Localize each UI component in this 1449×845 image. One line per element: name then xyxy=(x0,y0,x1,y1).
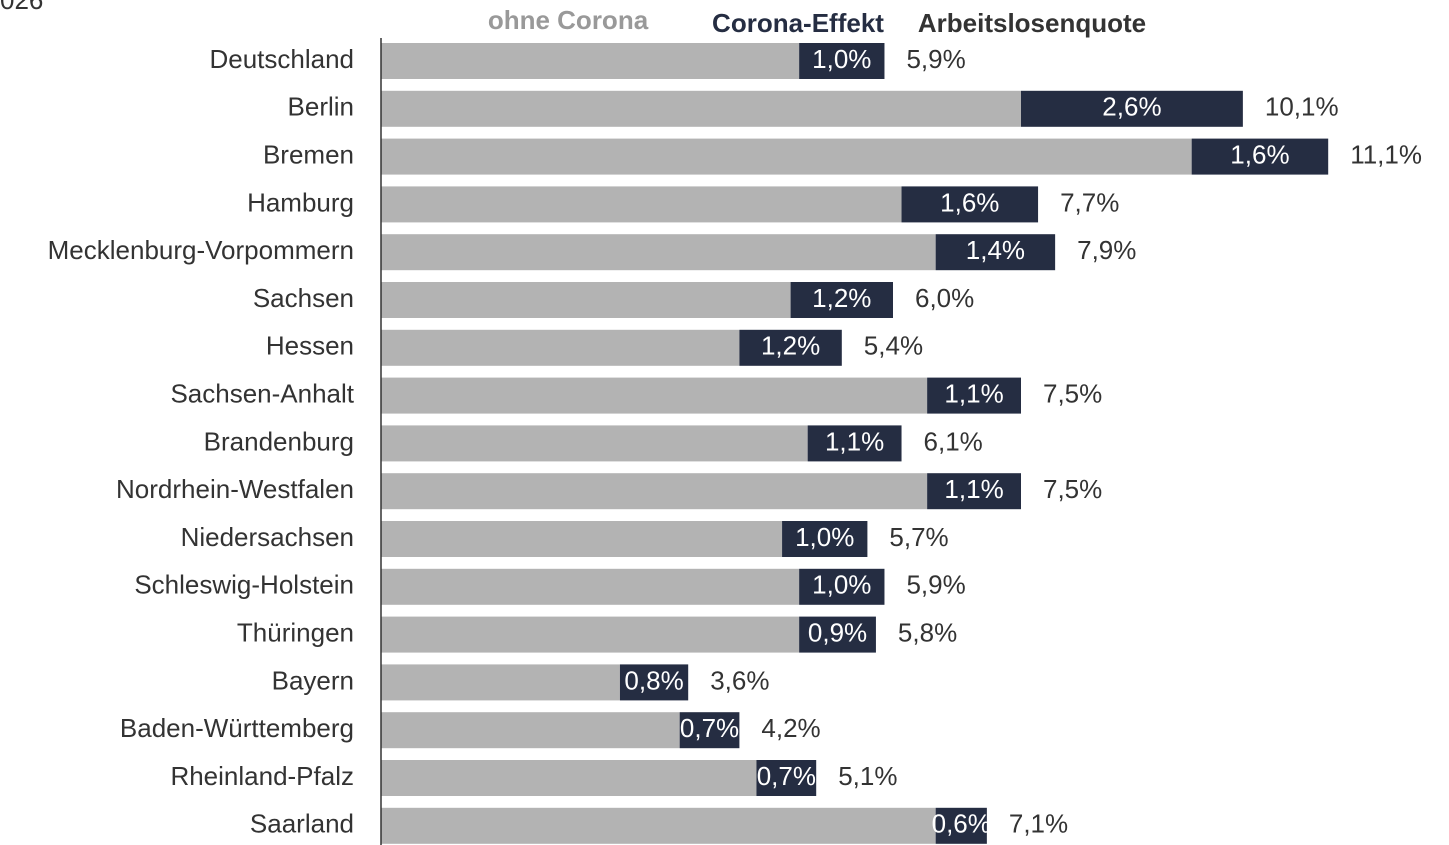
bar-value-label: 1,1% xyxy=(944,474,1003,504)
y-tick-label: Rheinland-Pfalz xyxy=(170,761,354,791)
y-tick-label: Nordrhein-Westfalen xyxy=(116,474,354,504)
bar-segment xyxy=(381,807,936,844)
bar-value-label: 2,6% xyxy=(1102,92,1161,122)
bar-segment xyxy=(799,568,885,605)
y-tick-label: Hamburg xyxy=(247,187,354,217)
bar-segment xyxy=(381,616,800,653)
total-label: 7,1% xyxy=(1009,809,1068,839)
y-tick-label: Hessen xyxy=(266,331,354,361)
bar-value-label: 0,8% xyxy=(624,665,683,695)
bar-segment xyxy=(799,616,876,653)
y-tick-label: Niedersachsen xyxy=(181,522,354,552)
total-label: 7,9% xyxy=(1077,235,1136,265)
bar-segment xyxy=(1191,138,1329,175)
total-label: 7,5% xyxy=(1043,474,1102,504)
bar-segment xyxy=(619,664,689,701)
total-label: 7,5% xyxy=(1043,378,1102,408)
bar-segment xyxy=(381,377,928,414)
bar-segment xyxy=(381,186,902,223)
bar-segment xyxy=(679,712,740,749)
bar-segment xyxy=(756,760,817,796)
bar-value-label: 1,2% xyxy=(761,331,820,361)
y-tick-label: Deutschland xyxy=(209,44,354,74)
total-label: 6,1% xyxy=(924,426,983,456)
bar-segment xyxy=(381,138,1192,175)
y-tick-label: Baden-Württemberg xyxy=(120,713,354,743)
bar-segment xyxy=(381,425,808,462)
total-label: 5,4% xyxy=(864,331,923,361)
bar-value-label: 1,2% xyxy=(812,283,871,313)
total-label: 7,7% xyxy=(1060,187,1119,217)
y-tick-label: Sachsen-Anhalt xyxy=(170,378,354,408)
y-tick-label: Saarland xyxy=(250,809,354,839)
legend-label: Arbeitslosenquote xyxy=(918,8,1146,38)
legend-label: ohne Corona xyxy=(488,5,649,35)
bar-value-label: 1,0% xyxy=(812,570,871,600)
bar-segment xyxy=(1021,90,1243,127)
total-label: 3,6% xyxy=(710,665,769,695)
bar-segment xyxy=(381,521,783,557)
bar-segment xyxy=(381,712,680,749)
y-tick-label: Sachsen xyxy=(253,283,354,313)
bar-segment xyxy=(935,807,987,844)
y-tick-label: Mecklenburg-Vorpommern xyxy=(48,235,354,265)
bar-segment xyxy=(807,425,902,462)
total-label: 5,1% xyxy=(838,761,897,791)
bar-segment xyxy=(381,282,791,318)
total-label: 5,7% xyxy=(889,522,948,552)
bar-segment xyxy=(782,521,868,557)
bar-segment xyxy=(381,329,740,366)
bar-segment xyxy=(927,377,1021,414)
total-label: 5,9% xyxy=(906,44,965,74)
bar-value-label: 0,7% xyxy=(757,761,816,791)
bar-value-label: 0,9% xyxy=(808,617,867,647)
bar-segment xyxy=(901,186,1039,223)
y-tick-label: Brandenburg xyxy=(204,426,354,456)
bar-segment xyxy=(381,234,936,271)
bar-segment xyxy=(381,43,800,79)
legend-label: Corona-Effekt xyxy=(712,8,884,38)
y-tick-label: Bayern xyxy=(272,665,354,695)
y-tick-label: Schleswig-Holstein xyxy=(134,570,354,600)
bar-value-label: 1,6% xyxy=(940,187,999,217)
bar-value-label: 1,0% xyxy=(812,44,871,74)
bar-segment xyxy=(790,282,893,318)
bar-segment xyxy=(381,473,928,510)
total-label: 5,8% xyxy=(898,617,957,647)
bar-value-label: 1,4% xyxy=(966,235,1025,265)
total-label: 10,1% xyxy=(1265,92,1339,122)
y-tick-label: Bremen xyxy=(263,139,354,169)
y-tick-label: Berlin xyxy=(288,92,354,122)
total-label: 11,1% xyxy=(1350,139,1422,169)
bar-segment xyxy=(927,473,1021,510)
bar-segment xyxy=(381,760,757,796)
bar-segment xyxy=(739,329,842,366)
bar-value-label: 1,0% xyxy=(795,522,854,552)
bar-segment xyxy=(799,43,885,79)
y-tick-label: Thüringen xyxy=(237,617,354,647)
chart-title: 026 xyxy=(0,0,43,15)
bar-value-label: 1,1% xyxy=(825,426,884,456)
total-label: 4,2% xyxy=(761,713,820,743)
bar-value-label: 1,1% xyxy=(944,378,1003,408)
total-label: 5,9% xyxy=(906,570,965,600)
bar-segment xyxy=(381,664,620,701)
bar-segment xyxy=(381,568,800,605)
bar-value-label: 0,7% xyxy=(680,713,739,743)
bar-segment xyxy=(381,90,1021,127)
total-label: 6,0% xyxy=(915,283,974,313)
bar-value-label: 0,6% xyxy=(932,809,991,839)
bar-value-label: 1,6% xyxy=(1230,139,1289,169)
bar-segment xyxy=(935,234,1056,271)
